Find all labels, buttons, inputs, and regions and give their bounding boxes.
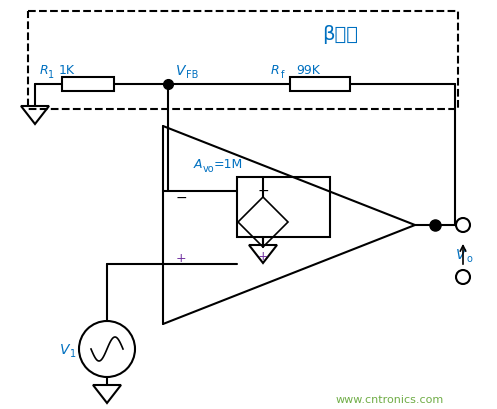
Text: 1K: 1K: [59, 64, 75, 77]
Text: +: +: [175, 252, 186, 265]
Circle shape: [456, 270, 470, 284]
Text: 1: 1: [48, 70, 54, 80]
Text: 1: 1: [70, 348, 76, 358]
Bar: [237, 178, 330, 237]
Text: 99K: 99K: [296, 64, 320, 77]
Circle shape: [79, 321, 135, 377]
Text: R: R: [271, 64, 279, 77]
Bar: [290, 78, 350, 92]
Text: f: f: [281, 70, 285, 80]
Text: www.cntronics.com: www.cntronics.com: [336, 394, 444, 404]
Text: FB: FB: [186, 70, 198, 80]
Text: V: V: [60, 342, 70, 356]
Text: =1M: =1M: [214, 158, 243, 171]
Text: o: o: [466, 254, 472, 263]
Bar: [28, 12, 458, 110]
Text: β网络: β网络: [322, 25, 358, 45]
Text: vo: vo: [203, 164, 215, 173]
Circle shape: [456, 218, 470, 232]
Text: V: V: [176, 64, 185, 78]
Text: +: +: [257, 249, 268, 262]
Text: −: −: [175, 191, 187, 204]
Text: V: V: [456, 247, 466, 261]
Bar: [62, 78, 114, 92]
Text: −: −: [257, 184, 269, 198]
Text: A: A: [194, 158, 202, 171]
Text: R: R: [40, 64, 48, 77]
